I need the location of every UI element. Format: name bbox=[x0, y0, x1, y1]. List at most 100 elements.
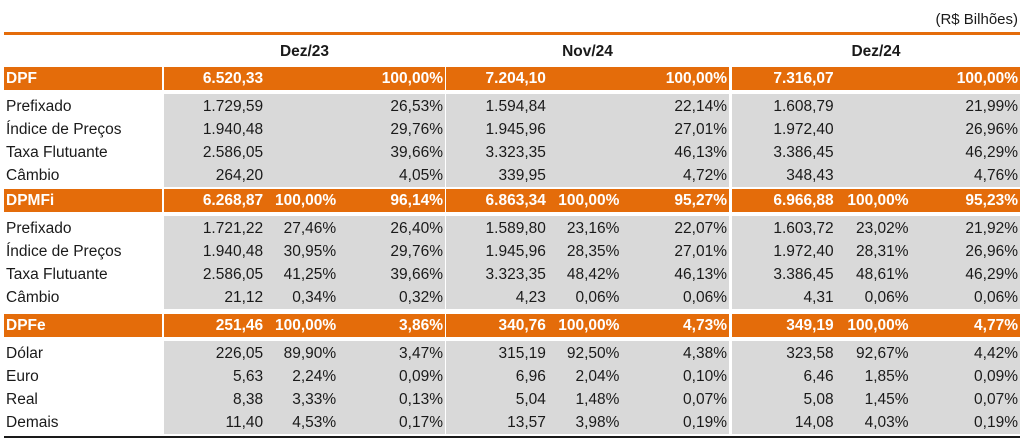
data-block-bg bbox=[164, 216, 445, 309]
section-label-bg bbox=[4, 67, 162, 90]
value-cell: 0,07% bbox=[974, 391, 1018, 408]
value-cell: 100,00% bbox=[558, 317, 620, 334]
value-cell: 4,53% bbox=[292, 414, 337, 431]
value-cell: 2,04% bbox=[575, 368, 620, 385]
row-label: Real bbox=[6, 391, 38, 408]
value-cell: 1,85% bbox=[864, 368, 909, 385]
value-cell: 0,19% bbox=[683, 414, 727, 431]
data-block-bg bbox=[446, 341, 729, 434]
section-name: DPMFi bbox=[6, 192, 55, 209]
value-cell: 92,50% bbox=[566, 345, 620, 362]
value-cell: 4,76% bbox=[974, 167, 1018, 184]
value-cell: 8,38 bbox=[232, 391, 264, 408]
value-cell: 95,27% bbox=[674, 192, 727, 209]
value-cell: 5,04 bbox=[515, 391, 546, 408]
unit-label: (R$ Bilhões) bbox=[935, 11, 1018, 28]
value-cell: 0,06% bbox=[683, 289, 727, 306]
value-cell: 29,76% bbox=[390, 121, 443, 138]
value-cell: 100,00% bbox=[381, 70, 443, 87]
value-cell: 4,03% bbox=[864, 414, 909, 431]
value-cell: 3.323,35 bbox=[485, 266, 546, 283]
value-cell: 1.603,72 bbox=[773, 220, 834, 237]
value-cell: 340,76 bbox=[498, 317, 546, 334]
value-cell: 3.323,35 bbox=[485, 144, 546, 161]
table-bottom-rule bbox=[4, 436, 1020, 438]
section-name: DPF bbox=[6, 70, 37, 87]
value-cell: 4,38% bbox=[683, 345, 727, 362]
table-row: Dólar 226,05 89,90% 3,47% 315,19 92,50% 4,38% 3… bbox=[4, 342, 1020, 365]
value-cell: 29,76% bbox=[390, 243, 443, 260]
value-cell: 1.945,96 bbox=[485, 121, 546, 138]
value-cell: 348,43 bbox=[786, 167, 834, 184]
value-cell: 27,46% bbox=[283, 220, 337, 237]
value-cell: 0,17% bbox=[399, 414, 443, 431]
value-cell: 1.945,96 bbox=[485, 243, 546, 260]
value-cell: 323,58 bbox=[786, 345, 834, 362]
value-cell: 1.594,84 bbox=[485, 98, 546, 115]
table-row: Prefixado 1.721,22 27,46% 26,40% 1.589,80 23,… bbox=[4, 217, 1020, 240]
value-cell: 1.972,40 bbox=[773, 243, 834, 260]
value-cell: 100,00% bbox=[558, 192, 620, 209]
row-label: Câmbio bbox=[6, 167, 60, 184]
value-cell: 26,96% bbox=[965, 121, 1018, 138]
value-cell: 4,77% bbox=[974, 317, 1018, 334]
value-cell: 6.268,87 bbox=[202, 192, 264, 209]
value-cell: 46,13% bbox=[674, 144, 727, 161]
value-cell: 39,66% bbox=[390, 144, 443, 161]
section-total-bg bbox=[446, 314, 729, 337]
section-total-row: DPF 6.520,33 100,00% 7.204,10 100,00% 7.316,0… bbox=[4, 67, 1020, 90]
value-cell: 100,00% bbox=[847, 192, 909, 209]
value-cell: 1.940,48 bbox=[202, 121, 264, 138]
value-cell: 0,19% bbox=[974, 414, 1018, 431]
value-cell: 100,00% bbox=[275, 317, 337, 334]
section-total-bg bbox=[164, 67, 445, 90]
row-label: Câmbio bbox=[6, 289, 60, 306]
header-top-rule bbox=[4, 32, 1020, 35]
value-cell: 0,32% bbox=[399, 289, 443, 306]
value-cell: 4,73% bbox=[683, 317, 727, 334]
value-cell: 4,23 bbox=[515, 289, 546, 306]
table-row: Taxa Flutuante 2.586,05 39,66% 3.323,35 46,1… bbox=[4, 141, 1020, 164]
value-cell: 23,16% bbox=[566, 220, 620, 237]
data-block-bg bbox=[446, 94, 729, 187]
value-cell: 89,90% bbox=[283, 345, 337, 362]
value-cell: 100,00% bbox=[275, 192, 337, 209]
value-cell: 100,00% bbox=[956, 70, 1018, 87]
section-total-bg bbox=[164, 189, 445, 212]
value-cell: 0,13% bbox=[399, 391, 443, 408]
value-cell: 26,40% bbox=[390, 220, 443, 237]
value-cell: 46,13% bbox=[674, 266, 727, 283]
value-cell: 41,25% bbox=[283, 266, 337, 283]
value-cell: 3,33% bbox=[292, 391, 337, 408]
data-block-bg bbox=[732, 94, 1020, 187]
value-cell: 6.520,33 bbox=[202, 70, 264, 87]
value-cell: 251,46 bbox=[215, 317, 264, 334]
value-cell: 0,09% bbox=[974, 368, 1018, 385]
value-cell: 4,42% bbox=[974, 345, 1018, 362]
value-cell: 1.589,80 bbox=[485, 220, 546, 237]
value-cell: 1.608,79 bbox=[773, 98, 834, 115]
value-cell: 0,07% bbox=[683, 391, 727, 408]
value-cell: 23,02% bbox=[855, 220, 909, 237]
value-cell: 96,14% bbox=[390, 192, 443, 209]
section-total-bg bbox=[446, 189, 729, 212]
data-block-bg bbox=[446, 216, 729, 309]
row-label: Prefixado bbox=[6, 220, 72, 237]
value-cell: 22,14% bbox=[674, 98, 727, 115]
section-total-row: DPFe 251,46 100,00% 3,86% 340,76 100,00% 4,73%… bbox=[4, 314, 1020, 337]
value-cell: 0,06% bbox=[974, 289, 1018, 306]
value-cell: 1,45% bbox=[864, 391, 909, 408]
value-cell: 5,63 bbox=[232, 368, 264, 385]
value-cell: 100,00% bbox=[665, 70, 727, 87]
value-cell: 315,19 bbox=[498, 345, 546, 362]
value-cell: 46,29% bbox=[965, 144, 1018, 161]
value-cell: 1.721,22 bbox=[202, 220, 264, 237]
value-cell: 349,19 bbox=[786, 317, 834, 334]
row-label: Prefixado bbox=[6, 98, 72, 115]
value-cell: 22,07% bbox=[674, 220, 727, 237]
table-row: Taxa Flutuante 2.586,05 41,25% 39,66% 3.323,… bbox=[4, 263, 1020, 286]
value-cell: 14,08 bbox=[794, 414, 834, 431]
value-cell: 27,01% bbox=[674, 121, 727, 138]
section-name: DPFe bbox=[6, 317, 46, 334]
section-total-row: DPMFi 6.268,87 100,00% 96,14% 6.863,34 100,00… bbox=[4, 189, 1020, 212]
